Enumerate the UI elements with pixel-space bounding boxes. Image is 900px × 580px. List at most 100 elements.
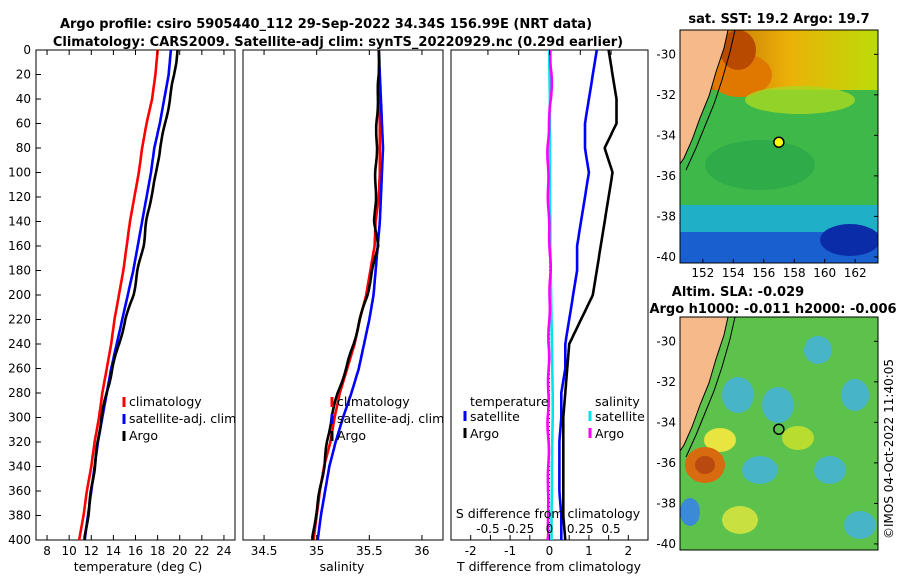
series-line-satellite-adj-clim [316,49,385,541]
legend-title-temperature: temperature [470,394,549,409]
map-lon-tick-label: 154 [722,266,745,280]
map-lat-tick-label: -38 [656,496,676,510]
sla-blob [742,456,778,484]
legend-label-argo: Argo [337,428,366,443]
difference-panel: -2 -1 0 1 2 -0.5 -0.25 0 0.25 0.5 T difference f… [450,49,649,574]
legend-label-climatology: climatology [129,394,202,409]
difference-xlabel: T difference from climatology [456,559,642,574]
salinity-axes-box [242,49,444,541]
salinity-x-tick-label: 35 [309,544,324,558]
salinity-difference-xlabel: S difference from climatology [456,506,641,521]
sla-map-subtitle: Argo h1000: -0.011 h2000: -0.006 [649,302,896,317]
depth-tick-label: 320 [8,435,31,449]
salinity-difference-tick-label: 0.25 [567,522,594,536]
map-lon-tick-label: 156 [752,266,775,280]
sla-blob [680,498,700,526]
series-line-s-argo [546,49,554,541]
sst-argo-marker [773,136,785,148]
sst-warm-eddy [708,53,772,97]
salinity-difference-tick-label: -0.25 [503,522,534,536]
temperature-x-tick-label: 16 [128,544,143,558]
difference-legend-salinity: salinity satellite Argo [588,394,645,441]
legend-label-s-argo: Argo [595,426,624,441]
sla-blob [762,387,794,423]
map-lat-tick-label: -36 [656,456,676,470]
sst-coastline [680,30,729,165]
temperature-x-tick-label: 14 [106,544,121,558]
depth-tick-label: 340 [8,460,31,474]
salinity-difference-tick-label: 0 [546,522,554,536]
difference-legend-temperature: temperature satellite Argo [463,394,549,441]
legend-label-argo: Argo [129,428,158,443]
depth-tick-label: 100 [8,166,31,180]
difference-x-tick-label: 2 [624,544,632,558]
depth-tick-label: 180 [8,264,31,278]
map-lon-tick-label: 158 [783,266,806,280]
map-lat-tick-label: -38 [656,209,676,223]
sla-blob [782,426,814,450]
sla-blob [704,428,736,452]
sla-blob [844,511,876,539]
map-lat-tick-label: -40 [656,537,676,551]
series-line-t-satellite [558,49,599,540]
map-lon-tick-label: 152 [691,266,714,280]
sst-mid-green [705,140,815,190]
legend-title-salinity: salinity [595,394,640,409]
temperature-x-tick-label: 18 [150,544,165,558]
legend-label-satellite: satellite-adj. clim [337,411,444,426]
depth-tick-label: 400 [8,533,31,547]
temperature-x-tick-label: 12 [84,544,99,558]
sst-isobath [685,30,736,171]
temperature-x-tick-label: 20 [172,544,187,558]
legend-label-s-satellite: satellite [595,409,645,424]
depth-tick-label: 360 [8,484,31,498]
depth-tick-label: 240 [8,337,31,351]
sst-land [680,30,728,164]
title-line-1: Argo profile: csiro 5905440_112 29-Sep-2… [60,17,592,32]
map-lon-tick-label: 162 [844,266,867,280]
sla-map-frame [679,316,879,551]
sla-isobath [685,317,736,458]
sst-warm-core [720,30,756,70]
sla-blob [841,379,869,411]
salinity-x-tick-label: 34.5 [251,544,278,558]
legend-label-climatology: climatology [337,394,410,409]
series-line-argo [311,49,381,541]
series-line-argo [83,49,179,540]
depth-tick-label: 120 [8,190,31,204]
salinity-legend: climatology satellite-adj. clim Argo [330,394,444,443]
imos-credit: ©IMOS 04-Oct-2022 11:40:05 [882,359,896,539]
sla-map-panel: Altim. SLA: -0.029 Argo h1000: -0.011 h2… [649,285,896,551]
salinity-x-tick-label: 35.5 [356,544,383,558]
series-line-t-argo [561,49,618,541]
difference-x-tick-label: 0 [546,544,554,558]
sst-map-panel: sat. SST: 19.2 Argo: 19.7 152 154 156 158 16… [656,12,879,280]
temperature-xlabel: temperature (deg C) [74,559,203,574]
depth-tick-label: 200 [8,288,31,302]
depth-tick-label: 280 [8,386,31,400]
legend-label-t-argo: Argo [470,426,499,441]
depth-tick-label: 260 [8,362,31,376]
map-lat-tick-label: -34 [656,415,676,429]
temperature-legend: climatology satellite-adj. clim Argo [122,394,236,443]
depth-tick-label: 220 [8,313,31,327]
difference-x-tick-label: -2 [465,544,477,558]
temperature-axes-box [35,49,236,541]
depth-tick-label: 140 [8,215,31,229]
depth-tick-label: 300 [8,411,31,425]
sla-blob [804,336,832,364]
map-lat-tick-label: -32 [656,375,676,389]
depth-tick-label: 380 [8,509,31,523]
difference-x-tick-label: -1 [504,544,516,558]
map-lon-tick-label: 160 [813,266,836,280]
difference-x-tick-label: 1 [585,544,593,558]
sst-yellow-band [745,86,855,114]
legend-label-satellite: satellite-adj. clim [129,411,236,426]
legend-label-t-satellite: satellite [470,409,520,424]
depth-tick-label: 20 [16,68,31,82]
map-lat-tick-label: -30 [656,334,676,348]
sla-blob [722,506,758,534]
sst-map-frame [679,29,879,264]
salinity-xlabel: salinity [320,559,365,574]
